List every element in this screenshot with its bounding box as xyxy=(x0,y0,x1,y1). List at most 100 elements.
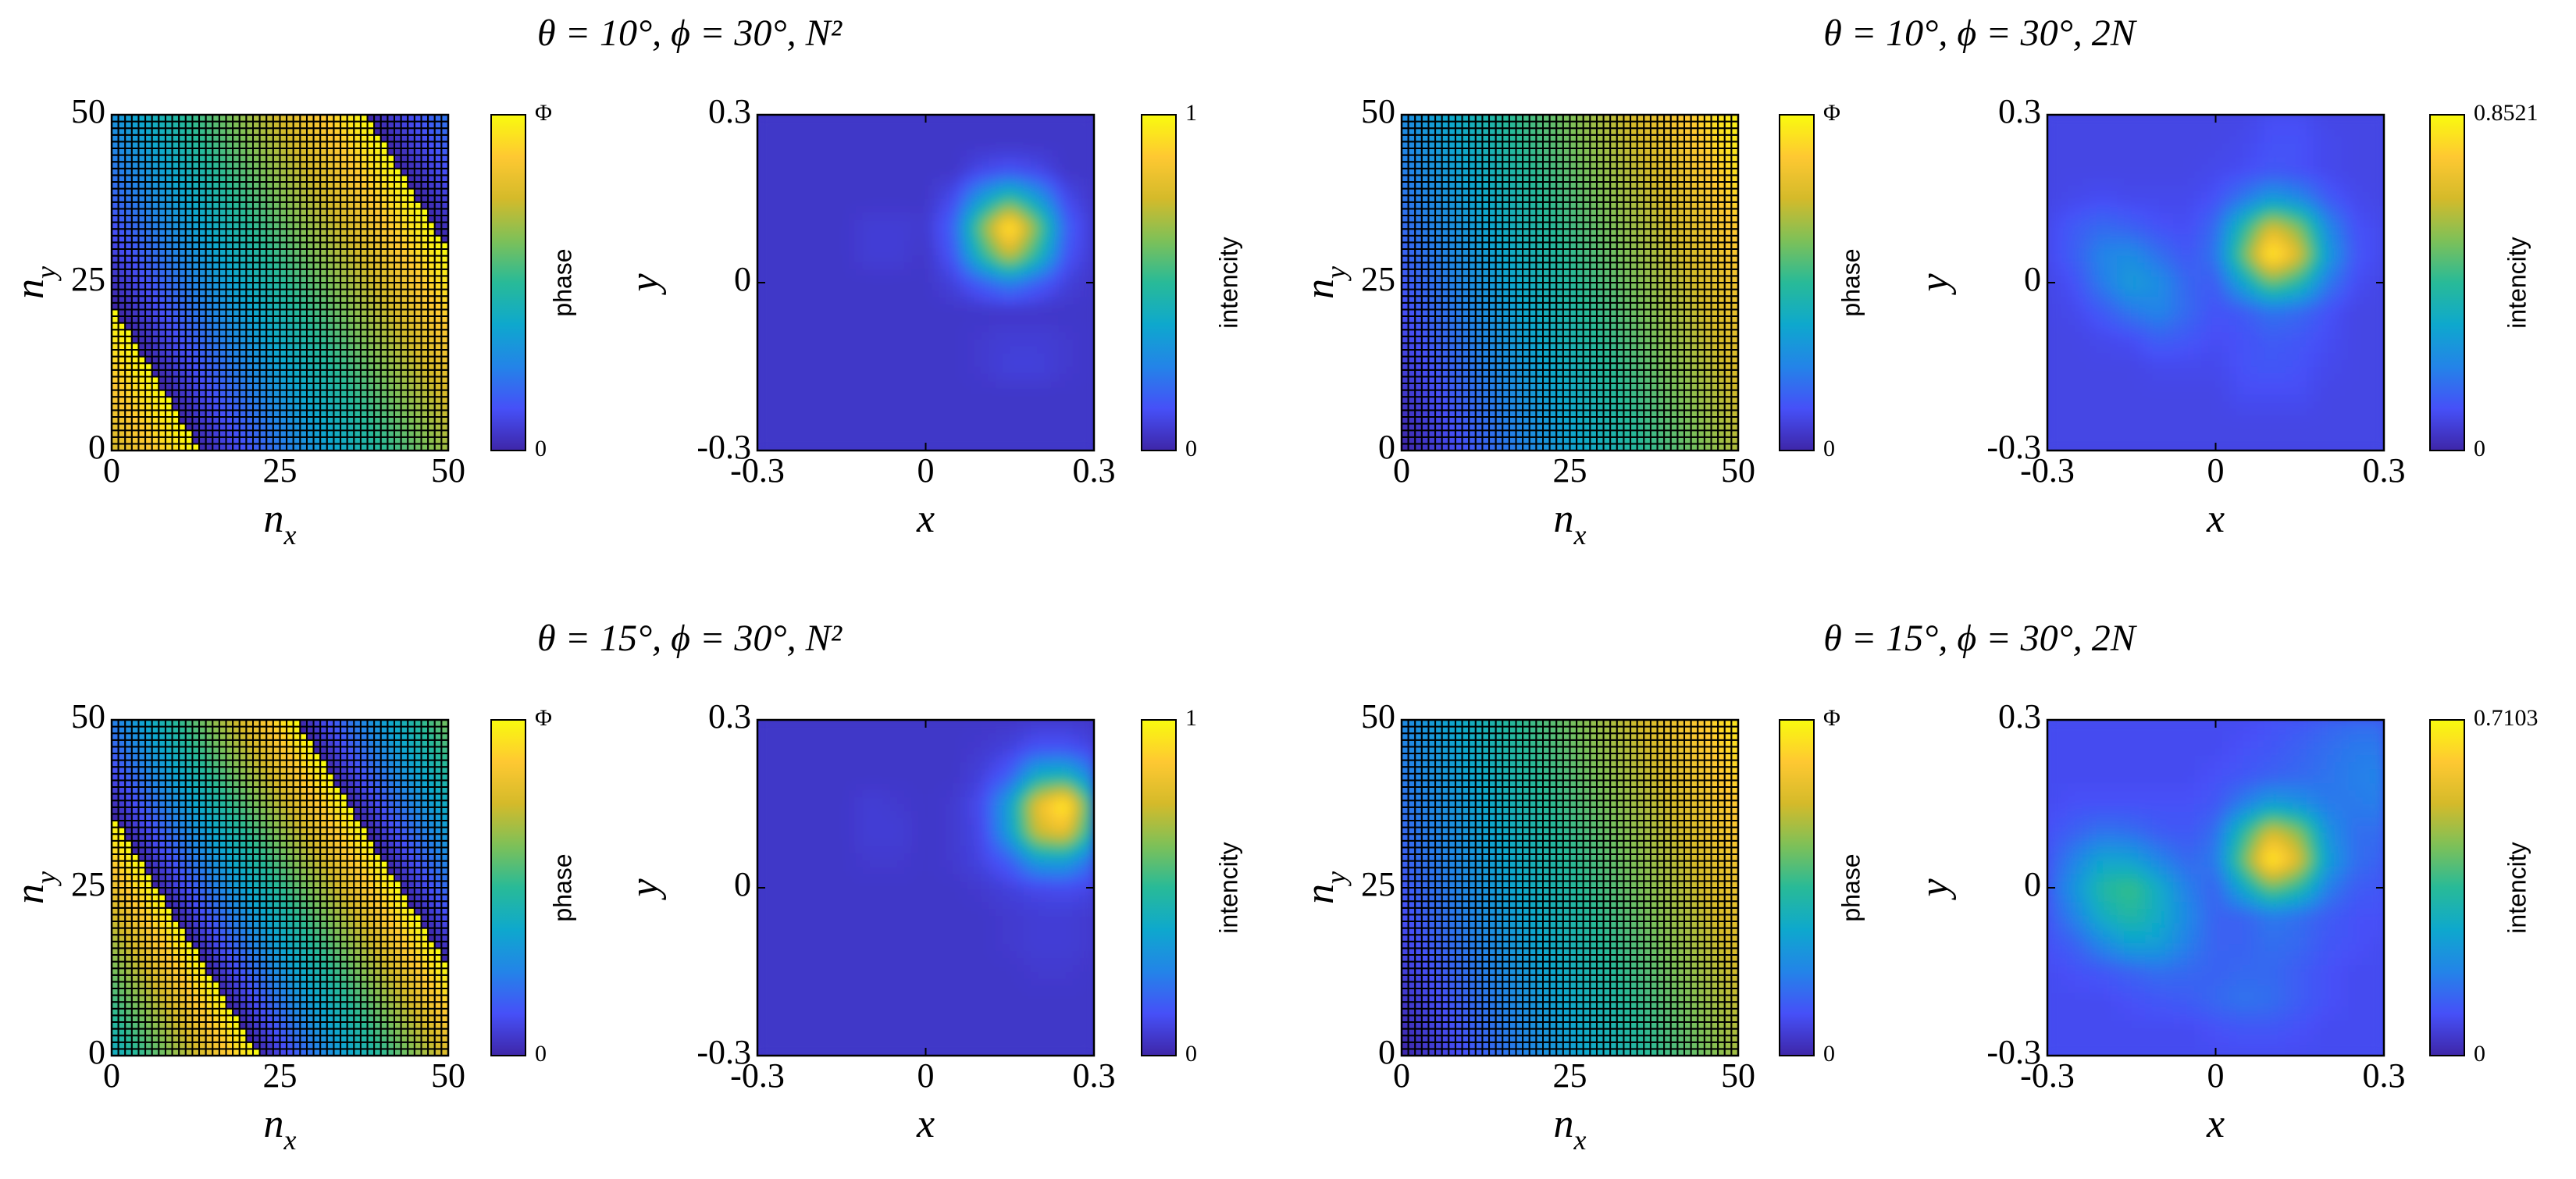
phase-cell xyxy=(225,114,234,123)
intensity-cell xyxy=(911,219,920,227)
phase-cell xyxy=(151,295,160,304)
intensity-cell xyxy=(869,345,878,354)
phase-cell xyxy=(346,335,355,344)
phase-cell xyxy=(164,234,173,244)
phase-cell xyxy=(178,127,187,136)
phase-cell xyxy=(346,429,355,438)
intensity-cell xyxy=(960,352,968,361)
intensity-cell xyxy=(925,219,933,227)
intensity-cell xyxy=(883,394,892,402)
intensity-cell xyxy=(904,415,913,423)
intensity-cell xyxy=(995,219,1003,227)
phase-cell xyxy=(265,429,274,438)
phase-cell xyxy=(420,389,429,398)
intensity-cell xyxy=(771,149,779,158)
intensity-cell xyxy=(904,408,913,416)
intensity-cell xyxy=(883,345,892,354)
intensity-cell xyxy=(939,247,947,255)
intensity-cell xyxy=(771,254,779,262)
phase-cell xyxy=(394,301,402,311)
phase-cell xyxy=(366,248,376,257)
intensity-cell xyxy=(932,289,940,297)
intensity-cell xyxy=(953,331,961,340)
phase-cell xyxy=(178,422,187,432)
phase-cell xyxy=(232,154,240,163)
intensity-cell xyxy=(862,289,871,297)
intensity-cell xyxy=(953,359,961,367)
intensity-cell xyxy=(834,324,843,333)
phase-cell xyxy=(117,409,126,419)
phase-cell xyxy=(359,422,369,432)
intensity-cell xyxy=(764,233,772,241)
intensity-cell xyxy=(806,191,814,199)
phase-cell xyxy=(286,443,294,452)
phase-cell xyxy=(258,288,268,297)
intensity-cell xyxy=(1009,247,1017,255)
intensity-cell xyxy=(932,198,940,206)
intensity-cell xyxy=(946,429,954,437)
phase-cell xyxy=(198,282,207,290)
intensity-cell xyxy=(911,429,920,437)
intensity-cell xyxy=(911,394,920,402)
phase-cell xyxy=(265,221,274,230)
phase-cell xyxy=(319,301,328,311)
phase-cell xyxy=(305,301,315,311)
intensity-cell xyxy=(1051,436,1060,444)
intensity-cell xyxy=(953,198,961,206)
intensity-cell xyxy=(792,142,800,151)
phase-cell xyxy=(225,335,234,344)
phase-cell xyxy=(245,167,255,176)
intensity-cell xyxy=(911,261,920,269)
intensity-cell xyxy=(1016,422,1024,430)
intensity-cell xyxy=(967,331,975,340)
phase-cell xyxy=(373,295,382,304)
intensity-cell xyxy=(778,310,786,319)
intensity-cell xyxy=(1037,436,1046,444)
phase-cell xyxy=(171,282,180,290)
phase-cell xyxy=(433,215,443,223)
phase-cell xyxy=(305,221,315,230)
phase-cell xyxy=(265,295,274,304)
phase-cell xyxy=(379,120,389,130)
phase-cell xyxy=(158,268,166,277)
phase-cell xyxy=(346,389,355,398)
phase-cell xyxy=(1717,436,1726,445)
intensity-cell xyxy=(918,310,926,319)
intensity-cell xyxy=(925,177,933,186)
phase-cell xyxy=(164,174,173,183)
intensity-cell xyxy=(813,261,821,269)
phase-cell xyxy=(198,422,207,432)
intensity-cell xyxy=(981,268,989,276)
intensity-cell xyxy=(1023,198,1031,206)
intensity-cell xyxy=(841,247,850,255)
phase-cell xyxy=(353,194,362,203)
intensity-cell xyxy=(813,184,821,193)
intensity-cell xyxy=(1051,142,1060,151)
phase-cell xyxy=(178,376,187,384)
phase-cell xyxy=(312,275,322,283)
intensity-cell xyxy=(806,345,814,354)
phase-cell xyxy=(379,389,389,398)
phase-cell xyxy=(151,416,160,425)
intensity-cell xyxy=(1023,338,1031,347)
intensity-cell xyxy=(897,247,906,255)
intensity-cell xyxy=(946,394,954,402)
intensity-cell xyxy=(813,379,821,388)
intensity-cell xyxy=(862,317,871,326)
phase-cell xyxy=(252,255,261,264)
intensity-cell xyxy=(876,170,885,179)
intensity-cell xyxy=(890,422,899,430)
intensity-cell xyxy=(974,135,982,144)
intensity-cell xyxy=(932,247,940,255)
intensity-cell xyxy=(820,226,828,234)
phase-cell xyxy=(158,215,166,223)
phase-cell xyxy=(130,402,140,411)
phase-cell xyxy=(353,402,362,411)
phase-cell xyxy=(433,288,443,297)
intensity-cell xyxy=(855,379,864,388)
intensity-cell xyxy=(820,422,828,430)
intensity-cell xyxy=(1002,366,1010,374)
phase-cell xyxy=(218,396,227,404)
intensity-cell xyxy=(862,268,871,276)
phase-cell xyxy=(366,161,376,169)
